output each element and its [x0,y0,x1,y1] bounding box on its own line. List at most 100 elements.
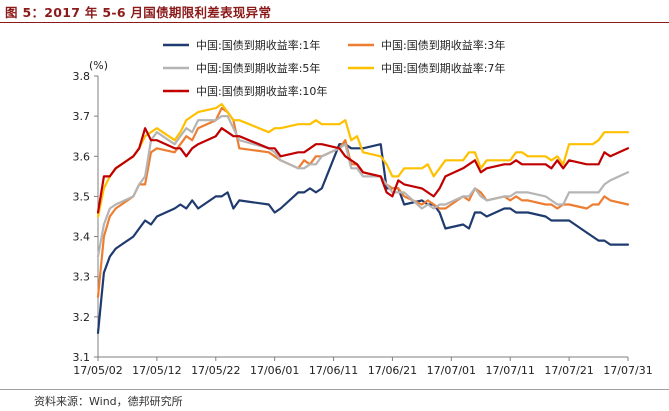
data-point [232,127,234,129]
data-point [179,135,181,137]
data-point [503,163,505,165]
data-point [197,119,199,121]
data-point [221,107,223,109]
x-tick-label: 17/07/21 [544,364,593,377]
data-point [156,215,158,218]
data-point [179,203,181,206]
data-point [462,167,464,169]
data-point [215,107,217,109]
data-point [403,183,405,185]
data-point [421,207,423,210]
data-point [103,236,105,238]
data-point [303,123,305,125]
y-tick-label: 3.4 [73,231,91,244]
source-divider [0,389,669,390]
data-point [297,151,299,153]
data-point [439,211,441,214]
data-point [439,187,441,189]
data-point [174,143,176,145]
data-point [550,219,553,222]
y-axis-unit: (%) [89,59,108,72]
line-chart: 3.1 3.2 3.3 3.4 3.5 3.6 3.7 3.8(%) 17/05/02 17/05… [73,36,653,377]
data-point [380,175,382,177]
data-point [480,171,482,173]
data-point [268,151,270,153]
data-point [521,211,523,214]
data-point [462,195,464,197]
data-point [274,151,276,153]
data-point [545,215,547,218]
data-point [515,191,517,193]
data-point [468,199,470,201]
data-point [297,191,299,193]
x-tick-label: 17/05/12 [132,364,181,377]
data-point [397,179,399,181]
data-point [356,147,358,149]
data-point [527,199,529,201]
data-point [503,207,505,210]
data-point [586,232,588,234]
data-point [480,167,482,169]
data-point [197,207,199,210]
data-point [303,151,305,153]
data-point [179,131,181,133]
data-point [132,155,134,157]
x-tick-label: 17/07/31 [603,364,652,377]
data-point [568,203,570,206]
data-point [344,139,346,141]
data-point [221,195,223,197]
y-tick-label: 3.7 [73,110,91,123]
data-point [421,187,423,189]
data-point [144,175,146,177]
data-point [362,175,364,177]
data-point [509,159,511,161]
data-point [185,119,187,121]
data-point [598,139,600,141]
data-point [138,147,140,149]
data-point [232,135,234,137]
data-point [603,195,606,197]
data-point [309,163,311,165]
data-point [309,147,311,149]
data-point [592,191,594,193]
data-point [521,199,523,201]
y-tick-label: 3.3 [73,271,91,284]
data-point [480,191,482,193]
data-point [115,248,117,250]
data-point [562,219,564,222]
data-point [362,151,364,153]
data-point [109,207,111,210]
data-point [227,131,229,133]
data-point [627,147,629,149]
figure-title: 图 5：2017 年 5-6 月国债期限利差表现异常 [5,5,272,20]
data-point [221,115,223,117]
data-point [221,103,223,105]
data-point [397,187,399,189]
data-point [350,167,352,169]
data-point [515,151,517,153]
data-point [380,155,382,157]
data-point [391,187,393,189]
data-point [397,175,399,177]
data-point [144,183,146,185]
data-point [97,256,99,258]
data-point [391,195,393,197]
data-point [480,211,482,214]
x-tick-label: 17/07/11 [486,364,535,377]
data-point [603,131,606,133]
data-point [386,191,388,193]
data-point [350,147,352,149]
data-point [556,155,558,157]
data-point [174,147,176,149]
data-point [315,155,317,157]
data-point [468,195,470,197]
data-point [556,203,558,206]
data-point [603,151,606,153]
data-point [238,199,240,201]
data-point [521,163,523,165]
data-point [527,191,529,193]
data-point [103,187,105,189]
data-point [503,195,505,197]
data-point [474,187,476,189]
data-point [598,203,600,206]
